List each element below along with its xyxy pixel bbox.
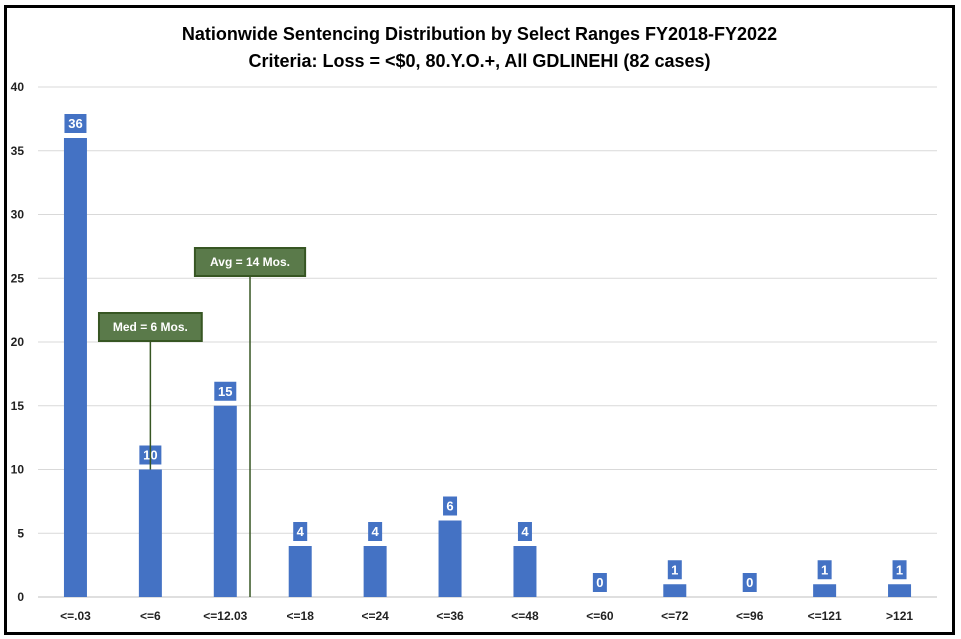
- data-label-box: [368, 522, 383, 541]
- data-label-box: [64, 114, 87, 133]
- data-label: 15: [218, 384, 232, 399]
- data-label: 36: [68, 116, 82, 131]
- chart-titles: Nationwide Sentencing Distribution by Se…: [7, 21, 952, 75]
- bar: [288, 546, 312, 597]
- annotation-box: [193, 247, 307, 277]
- x-tick-label: <=6: [140, 609, 161, 623]
- x-tick-label: <=72: [661, 609, 689, 623]
- data-label-box: [892, 560, 907, 580]
- data-label-box: [443, 496, 458, 516]
- bar: [213, 405, 237, 597]
- y-tick-label: 0: [17, 590, 24, 604]
- y-tick-label: 35: [11, 144, 25, 158]
- bar: [363, 546, 387, 597]
- y-tick-label: 25: [11, 271, 25, 285]
- data-label: 0: [596, 575, 603, 590]
- x-tick-label: <=36: [436, 609, 464, 623]
- bar: [888, 584, 912, 597]
- x-tick-label: >121: [886, 609, 913, 623]
- y-tick-label: 5: [17, 526, 24, 540]
- annotation-box: [97, 312, 203, 342]
- x-tick-label: <=96: [736, 609, 764, 623]
- y-tick-label: 15: [11, 399, 25, 413]
- data-label-box: [214, 381, 237, 401]
- data-label-box: [293, 522, 308, 541]
- bar: [138, 469, 162, 597]
- data-label-box: [667, 560, 682, 580]
- bar: [513, 546, 537, 597]
- y-tick-label: 20: [11, 335, 25, 349]
- x-tick-label: <=24: [361, 609, 389, 623]
- x-tick-label: <=18: [287, 609, 315, 623]
- annotation-label: Med = 6 Mos.: [113, 320, 188, 334]
- data-label-box: [817, 560, 832, 580]
- data-label: 1: [896, 562, 903, 577]
- data-label: 4: [372, 524, 380, 539]
- bar: [438, 520, 462, 597]
- bar: [663, 584, 687, 597]
- bar: [813, 584, 837, 597]
- y-tick-label: 40: [11, 80, 25, 94]
- y-tick-label: 10: [11, 463, 25, 477]
- data-label: 1: [671, 562, 678, 577]
- chart-title: Nationwide Sentencing Distribution by Se…: [181, 24, 778, 44]
- y-tick-label: 30: [11, 208, 25, 222]
- data-label: 1: [821, 562, 828, 577]
- data-label-box: [517, 522, 532, 541]
- data-label: 4: [297, 524, 305, 539]
- bar: [63, 138, 87, 597]
- x-tick-label: <=.03: [60, 609, 91, 623]
- data-label-box: [592, 573, 607, 592]
- x-tick-label: <=12.03: [203, 609, 247, 623]
- x-tick-label: <=121: [808, 609, 842, 623]
- chart-subtitle: Criteria: Loss = <$0, 80.Y.O.+, All GDLI…: [248, 51, 711, 71]
- annotation-label: Avg = 14 Mos.: [210, 255, 290, 269]
- x-tick-label: <=60: [586, 609, 614, 623]
- data-label: 0: [746, 575, 753, 590]
- data-label: 6: [446, 499, 453, 514]
- x-tick-label: <=48: [511, 609, 539, 623]
- data-label: 4: [521, 524, 529, 539]
- data-label-box: [742, 573, 757, 592]
